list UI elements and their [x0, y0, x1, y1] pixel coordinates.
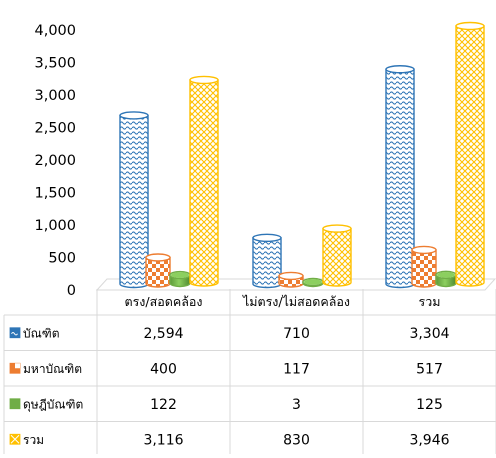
bar: [302, 277, 324, 288]
bar-top: [189, 75, 219, 85]
bar: [322, 224, 352, 287]
data-label: 3,304: [409, 326, 449, 342]
y-tick-label: 0: [67, 283, 76, 299]
category-label: ไม่ตรง/ไม่สอดคล้อง: [242, 294, 350, 309]
y-tick-label: 1,500: [34, 186, 76, 202]
y-tick-label: 3,500: [34, 56, 76, 72]
bar: [435, 270, 457, 288]
bar-top: [322, 224, 352, 233]
bar-top-fill: [304, 279, 322, 285]
bar: [252, 233, 282, 289]
legend-key: [9, 398, 21, 410]
data-label: 830: [283, 432, 310, 448]
data-label: 3,116: [143, 432, 183, 448]
bar-body: [411, 249, 437, 288]
y-tick-label: 500: [48, 251, 76, 267]
series-label: มหาบัณฑิต: [23, 362, 82, 376]
bar-body: [252, 237, 282, 289]
bar: [411, 245, 437, 288]
category-label: รวม: [419, 294, 441, 309]
category-label: ตรง/สอดคล้อง: [124, 294, 202, 309]
bar-top: [385, 65, 415, 74]
bar-top: [145, 253, 171, 262]
bars: [119, 21, 485, 289]
bar-body: [145, 256, 171, 288]
y-tick-label: 2,000: [34, 153, 76, 169]
bar-body: [385, 68, 415, 289]
data-label: 125: [416, 397, 443, 413]
bar: [119, 111, 149, 289]
bar-top-fill: [171, 272, 189, 278]
series-label: รวม: [23, 433, 44, 447]
data-label: 517: [416, 361, 443, 377]
bar: [145, 253, 171, 288]
data-label: 3: [292, 397, 301, 413]
data-label: 3,946: [409, 432, 449, 448]
bar: [385, 65, 415, 289]
bar-body: [119, 114, 149, 289]
legend-key: [9, 433, 21, 445]
series-label: ดุษฎีบัณฑิต: [23, 397, 83, 412]
y-tick-label: 3,000: [34, 88, 76, 104]
data-label: 400: [150, 361, 177, 377]
bar: [278, 271, 304, 288]
series-label: บัณฑิต: [23, 326, 60, 340]
bar-body: [322, 227, 352, 287]
bar-top: [252, 233, 282, 243]
data-label: 710: [283, 326, 310, 342]
legend-key: [9, 362, 21, 374]
y-tick-label: 4,000: [34, 23, 76, 39]
bar: [455, 21, 485, 287]
bar-top: [278, 271, 304, 281]
bar-top-fill: [437, 271, 455, 278]
bar-body: [189, 79, 219, 287]
data-label: 122: [150, 397, 177, 413]
legend-key: [9, 327, 21, 339]
bar-top: [411, 245, 437, 255]
y-tick-label: 2,500: [34, 121, 76, 137]
bar-top: [455, 21, 485, 31]
data-label: 2,594: [143, 326, 183, 342]
y-tick-label: 1,000: [34, 218, 76, 234]
data-label: 117: [283, 361, 310, 377]
bar-body: [455, 25, 485, 287]
bar: [189, 75, 219, 287]
y-axis: 0 500 1,000 1,500 2,000 2,500 3,000 3,500 4,000: [34, 23, 76, 299]
bar: [169, 270, 191, 288]
bar-top: [119, 111, 149, 120]
